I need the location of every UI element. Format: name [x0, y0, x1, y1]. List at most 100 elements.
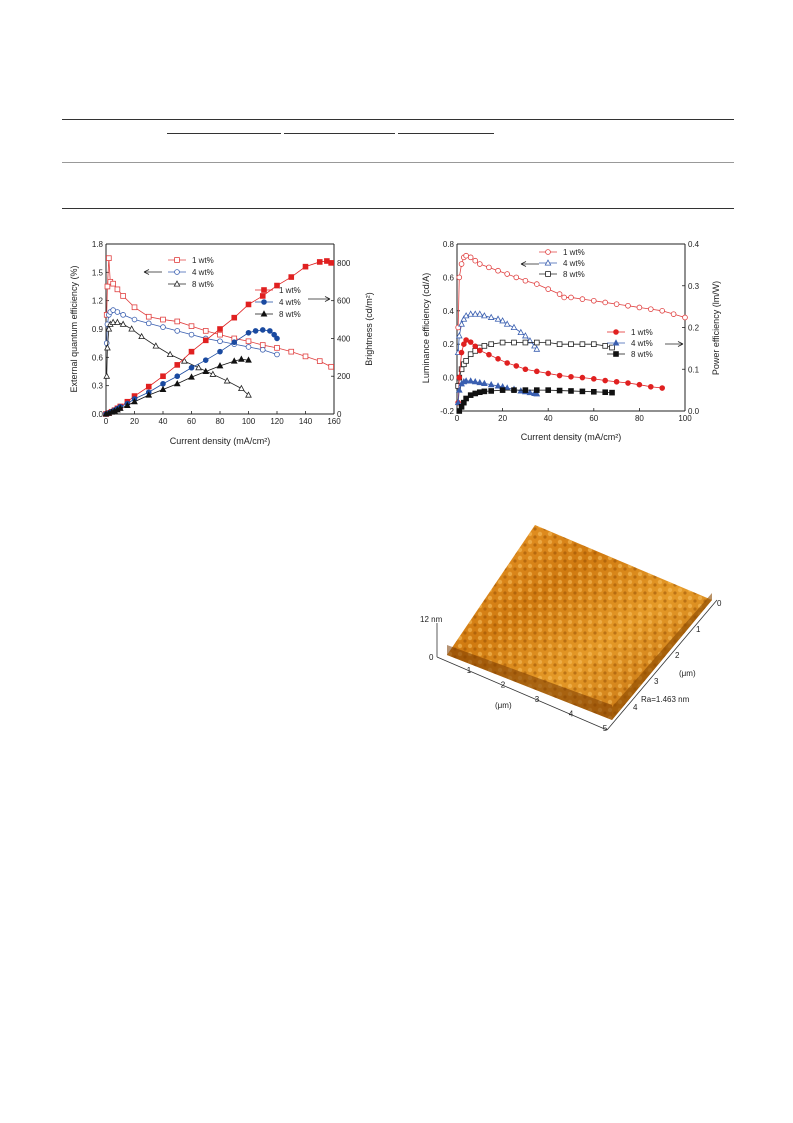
data-point	[476, 261, 483, 267]
data-point	[104, 344, 111, 351]
data-point	[511, 339, 517, 346]
legend-left: 1 wt% 4 wt% 8 wt%	[539, 248, 585, 279]
y-tick-label: 0.2	[443, 340, 455, 349]
y-tick-label: 1.2	[92, 297, 104, 306]
data-point	[545, 286, 552, 292]
data-point	[245, 301, 252, 308]
data-point	[128, 325, 136, 332]
data-point	[609, 389, 615, 396]
y-tick-label: 0.8	[443, 240, 455, 249]
y-tick-label: 0.4	[443, 307, 455, 316]
data-point	[556, 372, 563, 379]
y-tick-label: 0.6	[443, 273, 455, 282]
afm-x-ticks: 1 2 3 4 5	[467, 666, 608, 733]
data-point	[467, 310, 475, 317]
data-point	[467, 377, 475, 384]
data-point	[104, 283, 111, 290]
series-group	[454, 252, 688, 414]
data-point	[105, 325, 113, 332]
data-point	[476, 347, 483, 354]
data-point	[195, 363, 202, 371]
legend-label: 8 wt%	[563, 270, 585, 279]
data-point	[670, 311, 677, 317]
data-point	[522, 277, 529, 284]
data-point	[471, 378, 479, 385]
data-point	[119, 320, 127, 327]
data-point	[316, 259, 323, 265]
data-point	[499, 317, 506, 324]
data-point	[145, 391, 153, 398]
data-point	[160, 324, 166, 330]
legend-marker	[612, 339, 620, 346]
x-tick-label: 80	[216, 417, 225, 426]
data-point	[458, 349, 465, 356]
data-point	[579, 388, 586, 395]
data-point	[188, 323, 195, 329]
y-axis-label: External quantum efficiency (%)	[69, 266, 79, 393]
data-point	[486, 351, 492, 358]
data-point	[138, 332, 145, 340]
data-point	[526, 388, 534, 396]
x-axis	[436, 656, 608, 731]
data-point	[458, 261, 465, 267]
data-point	[609, 344, 615, 351]
legend-marker	[613, 329, 619, 335]
data-point	[131, 397, 138, 405]
x-tick-label: 40	[159, 417, 168, 426]
data-point	[188, 373, 195, 380]
data-point	[238, 355, 245, 362]
legend-marker	[545, 249, 551, 255]
data-point	[487, 313, 495, 320]
legend-label: 1 wt%	[192, 256, 214, 265]
data-point	[103, 372, 111, 379]
data-point	[648, 306, 654, 312]
data-point	[103, 340, 110, 346]
data-point	[556, 341, 563, 348]
data-point	[531, 342, 538, 349]
data-point	[456, 274, 463, 281]
data-point	[259, 293, 266, 299]
afm-y-axis-label: (μm)	[679, 669, 696, 678]
data-point	[590, 341, 597, 348]
data-point	[463, 252, 469, 259]
data-point	[556, 291, 563, 297]
data-point	[472, 348, 479, 354]
data-point	[463, 337, 469, 343]
series-group	[102, 255, 334, 417]
data-point	[481, 343, 488, 349]
y2-tick-label: 0.0	[688, 407, 700, 416]
legend-label: 8 wt%	[279, 310, 301, 319]
x-tick-label: 80	[635, 414, 644, 423]
data-point	[259, 346, 266, 353]
legend-label: 4 wt%	[563, 259, 585, 268]
data-point	[114, 309, 121, 315]
data-point	[145, 320, 152, 327]
data-point	[472, 390, 479, 397]
afm-y-tick-label: 4	[633, 703, 638, 712]
table-group-rule	[398, 133, 494, 134]
y2-tick-label: 0.1	[688, 365, 700, 374]
legend-marker	[613, 351, 619, 357]
x-tick-label: 160	[327, 417, 341, 426]
eqe-brightness-chart: 0 20 40 60 80 100 120 140 160 0.0 0.3 0.6 0.9 1.2 1.5 1…	[69, 240, 374, 446]
data-point	[152, 342, 160, 349]
data-point	[476, 378, 484, 386]
data-point	[174, 362, 181, 368]
data-point	[463, 358, 469, 364]
data-point	[109, 318, 117, 325]
z-max-label: 12 nm	[420, 615, 443, 624]
legend-label: 4 wt%	[631, 339, 653, 348]
data-point	[472, 343, 479, 350]
data-point	[145, 383, 152, 390]
tick-group: 0 20 40 60 80 100 120 140 160 0.0 0.3 0.6 0.9 1.2 1.5 1…	[92, 240, 351, 426]
data-point	[504, 271, 510, 277]
y-tick-label: 0.0	[443, 374, 455, 383]
legend-label: 4 wt%	[279, 298, 301, 307]
z-min-label: 0	[429, 653, 434, 662]
legend-label: 8 wt%	[192, 280, 214, 289]
data-point	[534, 368, 540, 375]
data-point	[467, 351, 474, 358]
x-tick-label: 20	[130, 417, 139, 426]
y-tick-label: 1.5	[92, 268, 104, 277]
data-point	[579, 341, 586, 348]
